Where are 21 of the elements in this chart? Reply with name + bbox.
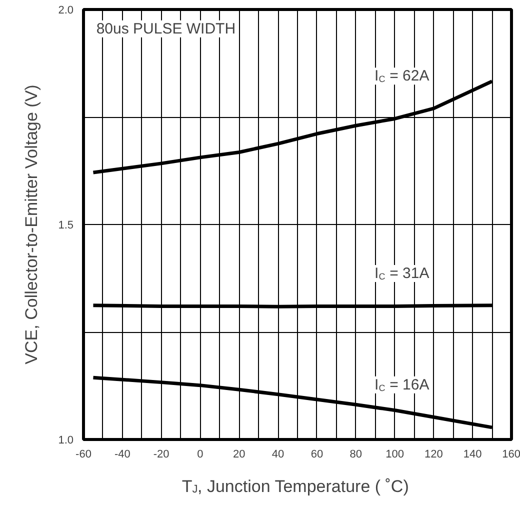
y-tick-label: 2.0: [58, 4, 74, 16]
x-tick-label: 160: [502, 448, 520, 460]
y-tick-label: 1.0: [58, 434, 74, 446]
x-tick-label: 0: [197, 448, 204, 460]
x-tick-label: 80: [350, 448, 362, 460]
x-tick-label: 100: [386, 448, 404, 460]
x-tick-label: 140: [463, 448, 482, 460]
x-tick-label: 40: [272, 448, 284, 460]
x-tick-label: 20: [233, 448, 246, 460]
series-label: IC = 31A: [374, 265, 430, 282]
annotation: 80us PULSE WIDTH: [96, 20, 236, 38]
x-tick-label: 60: [310, 448, 324, 460]
y-tick-label: 1.5: [58, 220, 74, 232]
x-axis-title: TJ, Junction Temperature ( ˚C): [182, 477, 409, 496]
x-tick-label: -20: [153, 448, 170, 460]
series-label: IC = 62A: [374, 68, 430, 85]
x-tick-label: -40: [114, 448, 130, 460]
x-tick-label: 120: [424, 448, 443, 460]
y-axis-title: VCE, Collector-to-Emitter Voltage (V): [22, 84, 42, 364]
x-tick-label: -60: [76, 448, 92, 460]
series-label: IC = 16A: [374, 376, 430, 394]
